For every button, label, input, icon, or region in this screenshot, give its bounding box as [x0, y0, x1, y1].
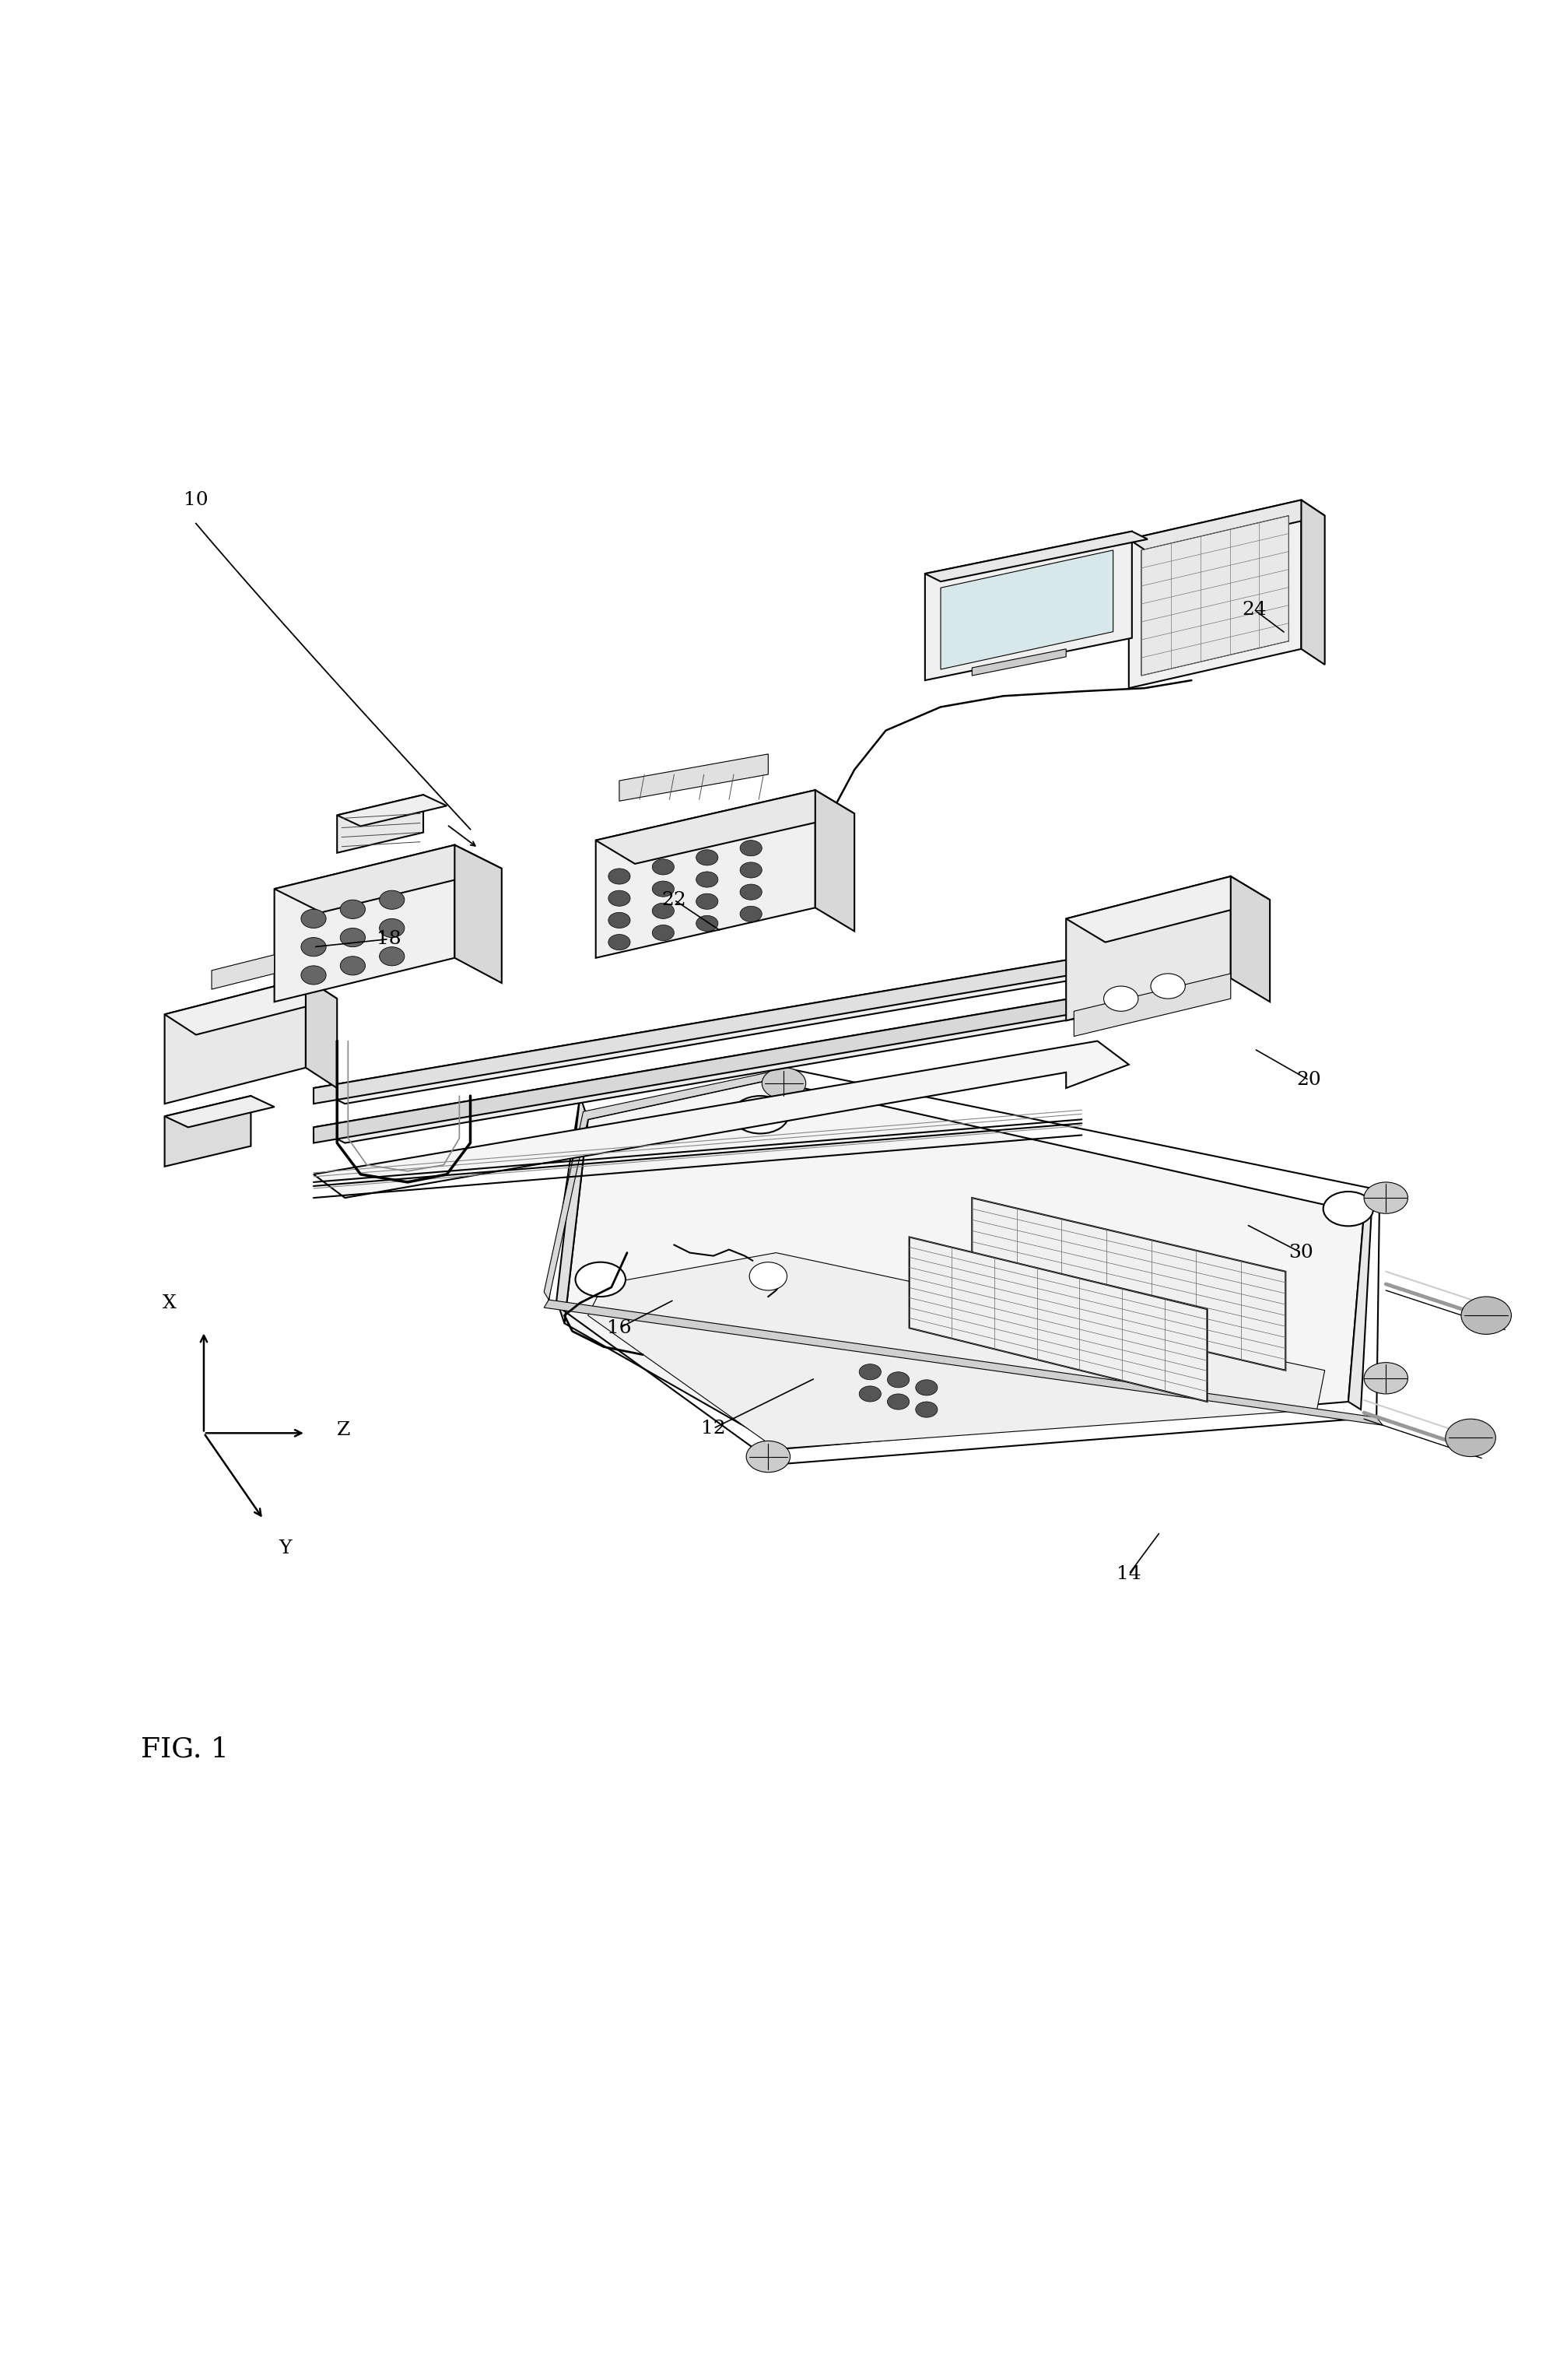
Ellipse shape: [379, 947, 404, 966]
Ellipse shape: [1460, 1297, 1511, 1335]
Polygon shape: [274, 845, 501, 912]
Text: 20: 20: [1296, 1071, 1321, 1090]
Ellipse shape: [575, 1261, 625, 1297]
Text: 22: 22: [661, 890, 686, 909]
Polygon shape: [925, 531, 1131, 681]
Ellipse shape: [301, 909, 326, 928]
Ellipse shape: [340, 957, 365, 976]
Text: 18: 18: [376, 931, 401, 947]
Polygon shape: [544, 1299, 1382, 1426]
Polygon shape: [274, 845, 454, 1002]
Polygon shape: [1141, 516, 1288, 676]
Text: 10: 10: [183, 490, 208, 509]
Ellipse shape: [915, 1380, 937, 1395]
Ellipse shape: [608, 890, 630, 907]
Polygon shape: [619, 754, 768, 802]
Ellipse shape: [696, 892, 718, 909]
Ellipse shape: [608, 912, 630, 928]
Ellipse shape: [379, 890, 404, 909]
Ellipse shape: [732, 1095, 788, 1133]
Ellipse shape: [696, 916, 718, 931]
Text: Z: Z: [337, 1421, 351, 1440]
Polygon shape: [1066, 876, 1230, 1021]
Polygon shape: [1348, 1207, 1371, 1409]
Ellipse shape: [301, 938, 326, 957]
Polygon shape: [1128, 500, 1301, 688]
Ellipse shape: [1363, 1361, 1407, 1395]
Ellipse shape: [762, 1069, 805, 1100]
Polygon shape: [595, 790, 815, 957]
Polygon shape: [313, 1040, 1128, 1197]
Text: 24: 24: [1241, 600, 1266, 619]
Ellipse shape: [340, 900, 365, 919]
Text: 14: 14: [1116, 1566, 1141, 1583]
Polygon shape: [165, 978, 306, 1104]
Polygon shape: [588, 1252, 1324, 1449]
Ellipse shape: [915, 1402, 937, 1418]
Ellipse shape: [887, 1371, 909, 1388]
Polygon shape: [454, 845, 501, 983]
Ellipse shape: [1363, 1183, 1407, 1214]
Ellipse shape: [652, 881, 674, 897]
Polygon shape: [212, 954, 274, 990]
Polygon shape: [306, 978, 337, 1088]
Ellipse shape: [1445, 1418, 1495, 1457]
Polygon shape: [313, 995, 1128, 1142]
Polygon shape: [940, 550, 1113, 669]
Text: 16: 16: [606, 1319, 632, 1338]
Polygon shape: [556, 1095, 588, 1323]
Ellipse shape: [1323, 1192, 1373, 1226]
Polygon shape: [925, 531, 1147, 581]
Text: X: X: [163, 1295, 176, 1311]
Polygon shape: [1073, 973, 1230, 1035]
Ellipse shape: [340, 928, 365, 947]
Polygon shape: [313, 954, 1097, 1104]
Ellipse shape: [1103, 985, 1138, 1011]
Text: Y: Y: [279, 1540, 291, 1557]
Ellipse shape: [652, 902, 674, 919]
Polygon shape: [1301, 500, 1324, 664]
Ellipse shape: [887, 1395, 909, 1409]
Ellipse shape: [696, 850, 718, 866]
Ellipse shape: [749, 1261, 787, 1290]
Ellipse shape: [696, 871, 718, 888]
Polygon shape: [544, 1073, 768, 1299]
Ellipse shape: [301, 966, 326, 985]
Text: 30: 30: [1288, 1245, 1313, 1261]
Ellipse shape: [608, 935, 630, 950]
Polygon shape: [165, 978, 337, 1035]
Polygon shape: [595, 790, 854, 864]
Polygon shape: [337, 795, 423, 852]
Ellipse shape: [608, 869, 630, 885]
Ellipse shape: [859, 1385, 881, 1402]
Polygon shape: [564, 1081, 1363, 1449]
Ellipse shape: [652, 859, 674, 876]
Ellipse shape: [740, 862, 762, 878]
Polygon shape: [909, 1238, 1207, 1402]
Polygon shape: [1128, 500, 1324, 555]
Ellipse shape: [746, 1440, 790, 1473]
Ellipse shape: [740, 885, 762, 900]
Polygon shape: [1230, 876, 1269, 1002]
Ellipse shape: [1150, 973, 1185, 1000]
Polygon shape: [313, 995, 1097, 1142]
Ellipse shape: [740, 907, 762, 921]
Polygon shape: [972, 650, 1066, 676]
Polygon shape: [165, 1095, 274, 1128]
Ellipse shape: [379, 919, 404, 938]
Ellipse shape: [740, 840, 762, 857]
Polygon shape: [337, 795, 447, 826]
Polygon shape: [313, 954, 1128, 1104]
Text: 12: 12: [700, 1418, 726, 1438]
Ellipse shape: [652, 926, 674, 940]
Ellipse shape: [859, 1364, 881, 1380]
Text: FIG. 1: FIG. 1: [141, 1735, 229, 1764]
Polygon shape: [815, 790, 854, 931]
Polygon shape: [1066, 876, 1269, 942]
Polygon shape: [972, 1197, 1285, 1371]
Polygon shape: [165, 1095, 251, 1166]
